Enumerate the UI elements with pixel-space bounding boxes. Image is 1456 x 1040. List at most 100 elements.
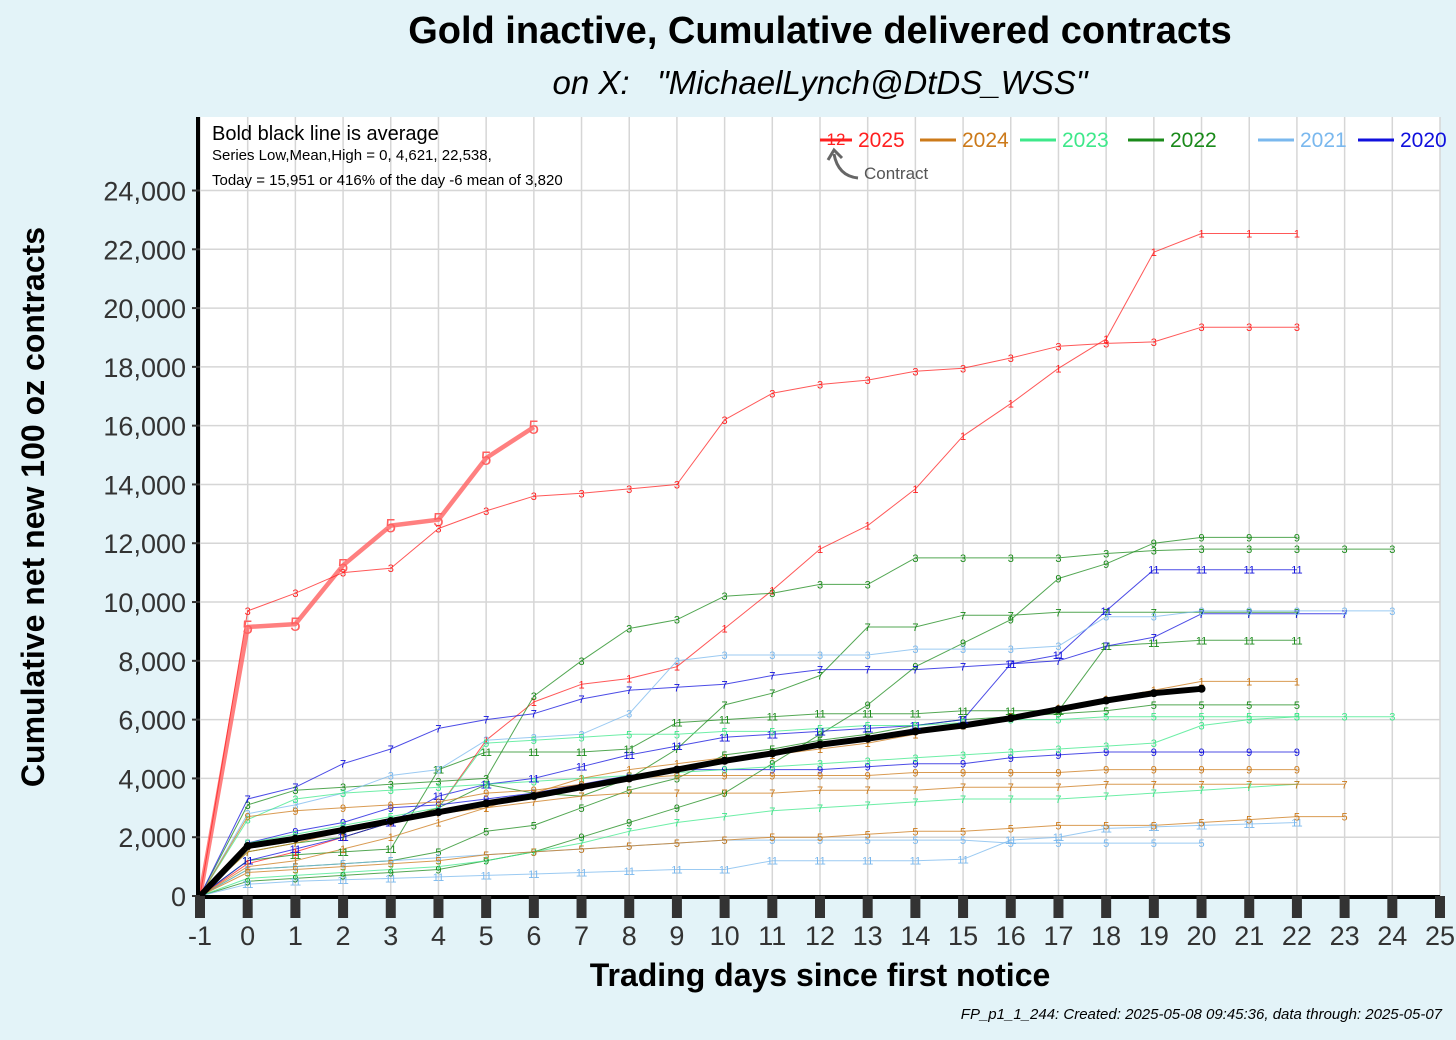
series-20-point-label-8: 1 — [578, 773, 584, 785]
series-13-point-label-19: 11 — [1100, 823, 1111, 835]
series-1-point-label-3: 3 — [340, 568, 346, 580]
x-tick-label-2: 1 — [288, 921, 303, 951]
avg-point-17 — [1006, 714, 1015, 723]
series-15-point-label-7: 5 — [531, 735, 537, 747]
series-1-point-label-9: 3 — [626, 484, 632, 496]
avg-point-2 — [291, 834, 300, 843]
series-9-point-label-14: 11 — [862, 723, 873, 735]
series-17-point-label-22: 9 — [1246, 765, 1252, 777]
series-5-point-label-16: 7 — [960, 610, 966, 622]
series-14-point-label-18: 3 — [1055, 744, 1061, 756]
series-9-point-label-7: 11 — [528, 773, 539, 785]
series-12-point-label-10: 5 — [674, 838, 680, 850]
x-tick-label-6: 5 — [479, 921, 494, 951]
series-7-point-label-1: 5 — [245, 865, 251, 877]
series-line-1 — [199, 326, 1297, 897]
x-tick-label-25: 24 — [1377, 921, 1407, 951]
series-3-point-label-1: 3 — [245, 800, 251, 812]
series-6-point-label-11: 11 — [719, 715, 730, 727]
series-15-point-label-8: 5 — [578, 732, 584, 744]
series-2-point-label-18: 1 — [1055, 363, 1061, 375]
series-11-point-label-24: 3 — [1342, 606, 1348, 618]
series-7-point-label-5: 5 — [435, 847, 441, 859]
series-15-point-label-11: 5 — [722, 726, 728, 738]
series-2-point-label-1: 1 — [245, 859, 251, 871]
series-4-point-label-12: 9 — [769, 759, 775, 771]
series-17-point-label-7: 9 — [531, 785, 537, 797]
series-16-point-label-6: 7 — [483, 856, 489, 868]
series-2-point-label-16: 1 — [960, 431, 966, 443]
series-7-point-label-22: 5 — [1246, 700, 1252, 712]
x-tick-label-20: 19 — [1139, 921, 1169, 951]
series-7-point-label-20: 5 — [1151, 700, 1157, 712]
series-19-point-label-17: 5 — [1008, 823, 1014, 835]
series-18-point-label-14: 7 — [865, 785, 871, 797]
avg-point-4 — [386, 817, 395, 826]
series-lines — [197, 233, 1393, 899]
series-18-point-label-2: 7 — [292, 838, 298, 850]
series-5-point-label-14: 7 — [865, 622, 871, 634]
series-6-point-label-1: 11 — [242, 856, 253, 868]
series-14-point-label-14: 3 — [865, 756, 871, 768]
series-7-point-label-11: 5 — [722, 750, 728, 762]
series-8-point-label-11: 7 — [722, 679, 728, 691]
series-12-point-label-9: 5 — [626, 841, 632, 853]
avg-point-1 — [243, 842, 252, 851]
series-17-point-label-12: 9 — [769, 770, 775, 782]
series-line-16 — [199, 783, 1297, 897]
series-4-point-label-15: 9 — [912, 662, 918, 674]
series-8-point-label-9: 7 — [626, 685, 632, 697]
series-16-point-label-8: 7 — [578, 838, 584, 850]
x-tick-label-17: 16 — [996, 921, 1026, 951]
series-12-point-label-11: 5 — [722, 835, 728, 847]
series-line-17 — [199, 769, 1297, 897]
x-tick-label-19: 18 — [1091, 921, 1121, 951]
y-tick-label-7: 14,000 — [103, 470, 186, 500]
series-11-point-label-5: 3 — [435, 765, 441, 777]
x-tick-label-21: 20 — [1187, 921, 1217, 951]
series-20-point-label-13: 1 — [817, 744, 823, 756]
series-8-point-label-6: 7 — [483, 715, 489, 727]
series-12-point-label-20: 5 — [1151, 838, 1157, 850]
series-15-point-label-23: 5 — [1294, 712, 1300, 724]
avg-point-16 — [959, 721, 968, 730]
series-14-point-label-13: 3 — [817, 759, 823, 771]
series-6-point-label-17: 11 — [1005, 706, 1016, 718]
avg-point-7 — [529, 792, 538, 801]
series-5-point-label-22: 7 — [1246, 607, 1252, 619]
series-2-point-label-14: 1 — [865, 521, 871, 533]
series-13-point-label-10: 11 — [671, 865, 682, 877]
series-12-point-label-15: 5 — [912, 835, 918, 847]
series-8-point-label-10: 7 — [674, 682, 680, 694]
series-15-point-label-22: 5 — [1246, 712, 1252, 724]
series-7-point-label-8: 5 — [578, 803, 584, 815]
series-19-point-label-21: 5 — [1198, 818, 1204, 830]
series-19-point-label-18: 5 — [1055, 820, 1061, 832]
series-6-point-label-21: 11 — [1196, 635, 1207, 647]
series-18-point-label-24: 7 — [1342, 779, 1348, 791]
series-16-point-label-15: 7 — [912, 797, 918, 809]
series-4-point-label-1: 9 — [245, 876, 251, 888]
series-4-point-label-3: 9 — [340, 870, 346, 882]
avg-point-8 — [577, 783, 586, 792]
series-4-point-label-2: 9 — [292, 873, 298, 885]
series-17-point-label-20: 9 — [1151, 765, 1157, 777]
series-18-point-label-11: 7 — [722, 788, 728, 800]
series-5-point-label-23: 7 — [1294, 607, 1300, 619]
series-19-point-label-10: 5 — [674, 838, 680, 850]
series-3-point-label-5: 3 — [435, 776, 441, 788]
series-17-point-label-5: 9 — [435, 797, 441, 809]
series-3-point-label-12: 3 — [769, 588, 775, 600]
series-13-point-label-16: 11 — [957, 854, 968, 866]
series-2-point-label-9: 1 — [626, 673, 632, 685]
series-9-point-label-23: 11 — [1291, 565, 1302, 577]
series-18-point-label-20: 7 — [1151, 779, 1157, 791]
series-20-point-label-1: 1 — [245, 862, 251, 874]
series-11-point-label-6: 3 — [483, 735, 489, 747]
series-12-point-label-5: 5 — [435, 853, 441, 865]
series-17-point-label-14: 9 — [865, 770, 871, 782]
series-9-point-label-22: 11 — [1244, 565, 1255, 577]
series-13-point-label-12: 11 — [767, 856, 778, 868]
series-13-point-label-2: 11 — [290, 876, 301, 888]
series-12-point-label-12: 5 — [769, 835, 775, 847]
